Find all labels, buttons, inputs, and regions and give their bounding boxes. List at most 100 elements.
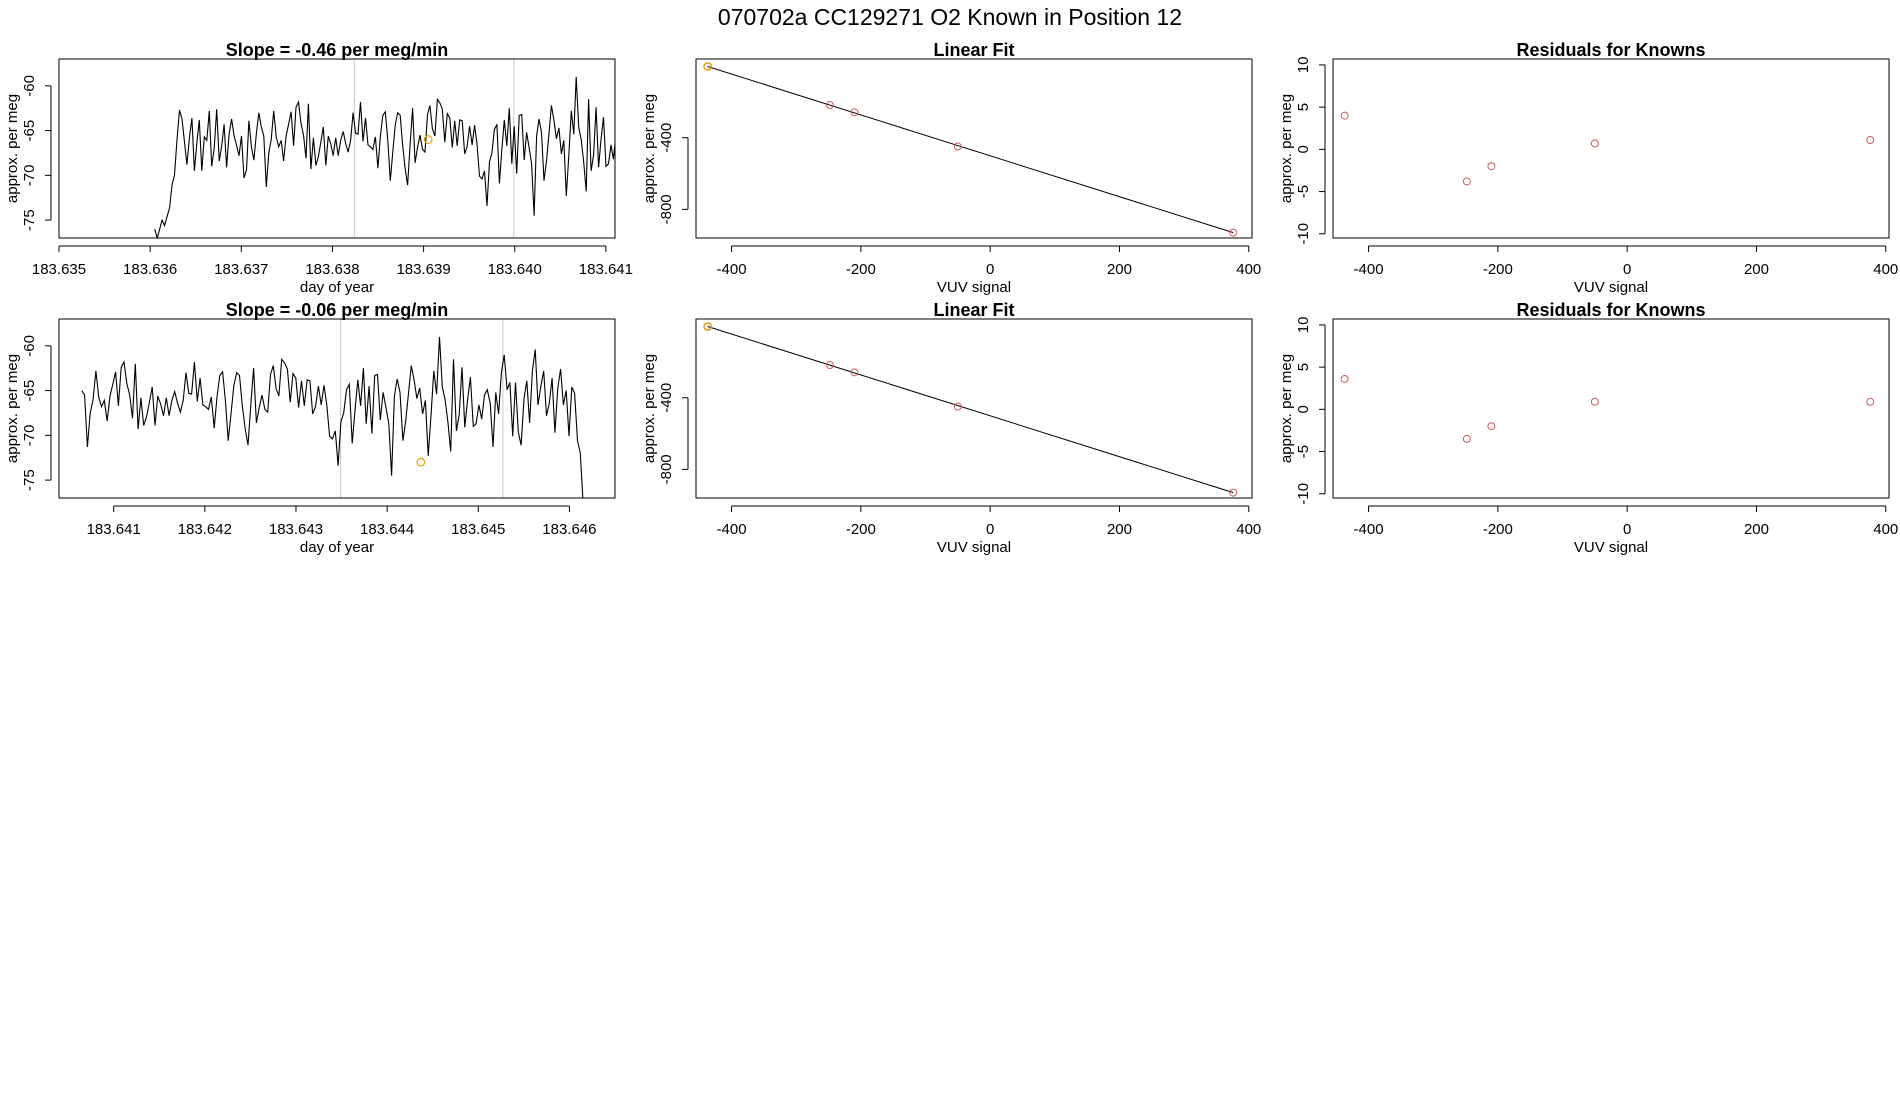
x-tick-label: 0 bbox=[986, 521, 994, 538]
y-tick-label: -60 bbox=[21, 335, 38, 357]
data-point-2 bbox=[825, 101, 834, 110]
x-tick-label: 183.636 bbox=[123, 261, 177, 278]
x-tick-label: 200 bbox=[1744, 521, 1769, 538]
x-tick-label: -400 bbox=[1354, 261, 1384, 278]
x-tick-label: 183.641 bbox=[579, 261, 633, 278]
panel-title: Linear Fit bbox=[933, 40, 1014, 60]
plot-area bbox=[703, 62, 1238, 237]
data-point-5 bbox=[1866, 136, 1875, 145]
plot-frame bbox=[1332, 318, 1890, 499]
plot-frame bbox=[695, 58, 1253, 239]
x-tick-label: 183.639 bbox=[396, 261, 450, 278]
data-point-3 bbox=[850, 108, 859, 117]
plot-area bbox=[81, 336, 584, 498]
y-tick-label: 5 bbox=[1295, 363, 1312, 371]
highlight-point-1 bbox=[703, 322, 713, 331]
panel-title: Residuals for Knowns bbox=[1516, 300, 1705, 320]
data-point-3 bbox=[1487, 422, 1496, 431]
x-tick-label: 0 bbox=[986, 261, 994, 278]
x-axis-label: day of year bbox=[300, 539, 374, 556]
x-tick-label: 183.635 bbox=[32, 261, 86, 278]
plot-frame bbox=[1332, 58, 1890, 239]
y-tick-label: -70 bbox=[21, 165, 38, 187]
y-axis-label: approx. per meg bbox=[4, 94, 21, 203]
y-tick-label: 0 bbox=[1295, 145, 1312, 153]
plot-area bbox=[703, 322, 1238, 497]
data-point-2 bbox=[1462, 177, 1471, 186]
x-axis-label: VUV signal bbox=[937, 539, 1011, 556]
main-title: 070702a CC129271 O2 Known in Position 12 bbox=[718, 4, 1182, 30]
series-line-1 bbox=[154, 76, 615, 238]
x-tick-label: -200 bbox=[1483, 261, 1513, 278]
panel-title: Residuals for Knowns bbox=[1516, 40, 1705, 60]
x-tick-label: 183.640 bbox=[488, 261, 542, 278]
y-tick-label: -5 bbox=[1295, 445, 1312, 458]
x-tick-label: 183.641 bbox=[87, 521, 141, 538]
data-point-5 bbox=[1229, 488, 1238, 497]
x-tick-label: 183.638 bbox=[305, 261, 359, 278]
chart-panel-4: Slope = -0.06 per meg/min 183.641 183.642 1… bbox=[4, 300, 616, 556]
data-point-1 bbox=[1340, 111, 1349, 120]
data-point-2 bbox=[1462, 434, 1471, 443]
y-tick-label: -800 bbox=[658, 454, 675, 484]
x-tick-label: -200 bbox=[846, 521, 876, 538]
x-axis-label: VUV signal bbox=[1574, 539, 1648, 556]
y-axis-label: approx. per meg bbox=[1278, 94, 1295, 203]
data-point-3 bbox=[1487, 162, 1496, 171]
y-tick-label: -400 bbox=[658, 383, 675, 413]
plot-frame bbox=[695, 318, 1253, 499]
chart-panel-5: Linear Fit -400 -200 0 200 400 VUV signal -800 -… bbox=[641, 300, 1261, 556]
y-tick-label: -800 bbox=[658, 194, 675, 224]
y-axis-label: approx. per meg bbox=[641, 354, 658, 463]
y-tick-label: -400 bbox=[658, 123, 675, 153]
data-point-5 bbox=[1866, 397, 1875, 406]
series-line-1 bbox=[81, 336, 584, 498]
y-tick-label: 10 bbox=[1295, 57, 1312, 74]
plot-area bbox=[1340, 374, 1875, 443]
y-axis-label: approx. per meg bbox=[641, 94, 658, 203]
highlight-point-1 bbox=[423, 135, 433, 144]
x-axis-label: VUV signal bbox=[937, 279, 1011, 296]
x-tick-label: 183.642 bbox=[178, 521, 232, 538]
y-tick-label: -10 bbox=[1295, 483, 1312, 505]
y-tick-label: -10 bbox=[1295, 223, 1312, 245]
highlight-point-1 bbox=[703, 62, 713, 71]
x-tick-label: -200 bbox=[1483, 521, 1513, 538]
chart-panel-2: Linear Fit -400 -200 0 200 400 VUV signal -800 -… bbox=[641, 40, 1261, 296]
highlight-point-1 bbox=[416, 457, 426, 467]
x-tick-label: -400 bbox=[717, 521, 747, 538]
y-tick-label: 5 bbox=[1295, 103, 1312, 111]
x-tick-label: 400 bbox=[1873, 521, 1898, 538]
y-axis-label: approx. per meg bbox=[1278, 354, 1295, 463]
x-tick-label: 400 bbox=[1873, 261, 1898, 278]
x-tick-label: 183.643 bbox=[269, 521, 323, 538]
x-tick-label: 0 bbox=[1623, 261, 1631, 278]
y-tick-label: -65 bbox=[21, 120, 38, 142]
data-point-1 bbox=[1340, 374, 1349, 383]
data-point-4 bbox=[1590, 397, 1599, 406]
x-tick-label: 183.646 bbox=[542, 521, 596, 538]
plot-area bbox=[154, 76, 615, 238]
panel-title: Slope = -0.46 per meg/min bbox=[226, 40, 449, 60]
x-tick-label: 200 bbox=[1107, 521, 1132, 538]
x-tick-label: 400 bbox=[1236, 521, 1261, 538]
chart-panel-1: Slope = -0.46 per meg/min 183.635 183.636 1… bbox=[4, 40, 633, 296]
x-tick-label: 0 bbox=[1623, 521, 1631, 538]
data-point-5 bbox=[1229, 228, 1238, 237]
x-tick-label: -400 bbox=[717, 261, 747, 278]
x-tick-label: 183.644 bbox=[360, 521, 414, 538]
y-tick-label: -60 bbox=[21, 75, 38, 97]
y-axis-label: approx. per meg bbox=[4, 354, 21, 463]
fit-line bbox=[707, 326, 1234, 494]
x-tick-label: 183.637 bbox=[214, 261, 268, 278]
x-tick-label: 183.645 bbox=[451, 521, 505, 538]
data-point-3 bbox=[850, 368, 859, 377]
y-tick-label: -75 bbox=[21, 469, 38, 491]
fit-line bbox=[707, 66, 1234, 234]
y-tick-label: -75 bbox=[21, 209, 38, 231]
data-point-4 bbox=[953, 142, 962, 151]
x-axis-label: day of year bbox=[300, 279, 374, 296]
x-tick-label: 200 bbox=[1744, 261, 1769, 278]
chart-panel-3: Residuals for Knowns -400 -200 0 200 400 VUV s… bbox=[1278, 40, 1898, 296]
data-point-4 bbox=[953, 402, 962, 411]
